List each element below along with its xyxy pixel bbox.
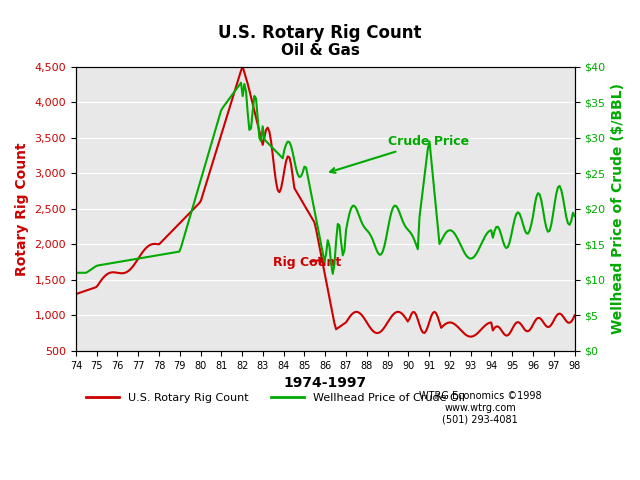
- Text: U.S. Rotary Rig Count: U.S. Rotary Rig Count: [218, 24, 422, 42]
- Text: Rig Count: Rig Count: [273, 256, 342, 269]
- Legend: U.S. Rotary Rig Count, Wellhead Price of Crude Oil: U.S. Rotary Rig Count, Wellhead Price of…: [81, 389, 470, 408]
- Text: WTRG Economics ©1998
www.wtrg.com
(501) 293-4081: WTRG Economics ©1998 www.wtrg.com (501) …: [419, 391, 541, 425]
- Text: Crude Price: Crude Price: [330, 135, 468, 173]
- X-axis label: 1974-1997: 1974-1997: [284, 376, 367, 390]
- Text: Oil & Gas: Oil & Gas: [280, 43, 360, 58]
- Y-axis label: Rotary Rig Count: Rotary Rig Count: [15, 142, 29, 276]
- Y-axis label: Wellhead Price of Crude ($/BBL): Wellhead Price of Crude ($/BBL): [611, 84, 625, 335]
